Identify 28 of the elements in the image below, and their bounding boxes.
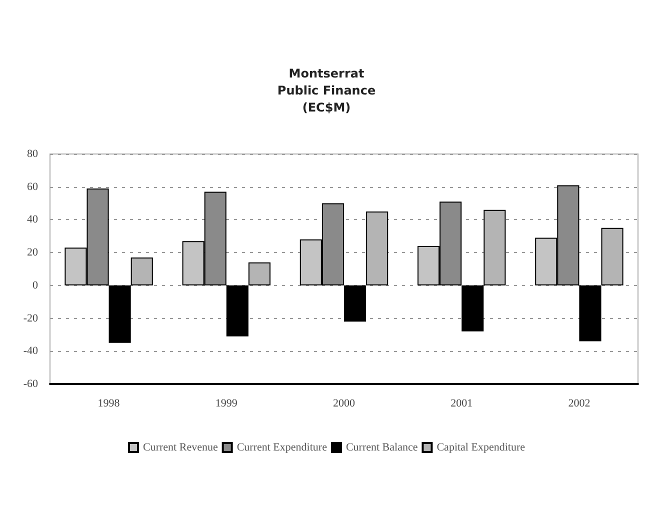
y-tick-label: 20 — [27, 246, 38, 259]
y-tick-label: 80 — [27, 148, 38, 160]
bar — [130, 258, 153, 286]
legend-label: Current Expenditure — [236, 442, 328, 454]
legend-label: Capital Expenditure — [436, 442, 526, 454]
x-tick-label: 1999 — [215, 398, 238, 410]
bar — [462, 285, 484, 332]
x-tick-label: 2002 — [568, 398, 590, 410]
y-tick-label: 60 — [27, 180, 38, 193]
y-tick-label: 0 — [32, 279, 38, 292]
y-tick-label: -60 — [23, 378, 38, 390]
y-tick-label: -20 — [23, 312, 38, 324]
bar — [226, 285, 248, 336]
x-tick-label: 2000 — [333, 398, 356, 410]
bar — [344, 285, 366, 322]
bar — [579, 285, 602, 342]
y-tick-label: 40 — [27, 214, 38, 226]
x-tick-label: 1998 — [98, 398, 120, 410]
bar — [108, 285, 131, 343]
bar — [366, 212, 388, 286]
bar — [484, 210, 506, 286]
chart-title: Montserrat Public Finance (EC$M) — [277, 66, 376, 114]
x-tick-label: 2001 — [450, 398, 473, 410]
legend-label: Current Revenue — [143, 442, 218, 454]
bar — [601, 228, 624, 286]
legend-label: Current Balance — [346, 442, 418, 454]
y-tick-label: -40 — [23, 345, 38, 358]
bar — [248, 262, 270, 286]
